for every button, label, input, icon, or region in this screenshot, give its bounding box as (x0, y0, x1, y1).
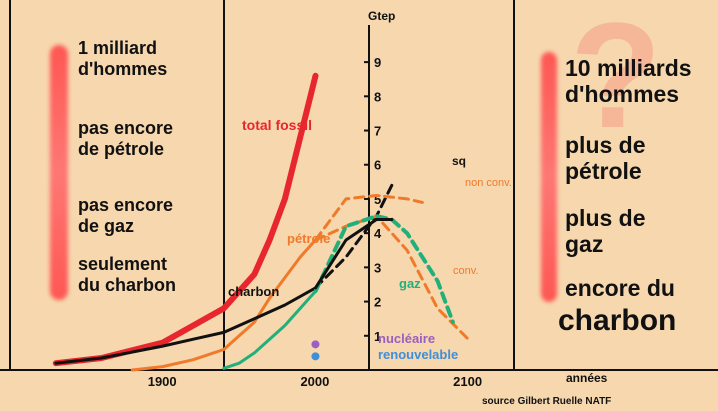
gaz-label: gaz (399, 276, 421, 291)
series-conv- (314, 214, 470, 341)
x-axis-label: années (566, 371, 608, 385)
left-line: 1 milliard (78, 38, 158, 58)
y-tick-label: 5 (374, 192, 381, 207)
series-non-conv- (314, 194, 424, 242)
left-line: pas encore (78, 118, 174, 138)
series-gaz (222, 289, 317, 370)
left-line: d'hommes (78, 58, 168, 79)
total-fossil-label: total fossil (242, 117, 312, 133)
y-tick-label: 4 (374, 226, 382, 241)
right-line: plus de (565, 132, 646, 158)
y-tick-label: 2 (374, 295, 381, 310)
series-total-fossil (52, 72, 319, 367)
series-charbon (54, 286, 317, 365)
point-nucleaire (311, 340, 320, 349)
x-tick-label: 2000 (300, 374, 329, 389)
right-text-4: encore du (565, 275, 675, 301)
non-conv-label: non conv. (465, 177, 512, 189)
left-line: de gaz (78, 215, 135, 236)
point-renouvelable (311, 352, 320, 361)
left-line: de pétrole (78, 138, 165, 159)
petrole-label: pétrole (287, 231, 330, 246)
charbon-label: charbon (228, 284, 279, 299)
right-text-3: plus de gaz (565, 205, 646, 258)
left-text-1: 1 milliard d'hommes (78, 38, 167, 79)
y-tick-label: 7 (374, 124, 381, 139)
series-charbon-projection- (314, 218, 394, 290)
nucleaire-label: nucléaire (378, 331, 435, 346)
y-tick-label: 8 (374, 89, 381, 104)
left-line: seulement (78, 254, 168, 274)
right-line: d'hommes (565, 81, 680, 108)
right-text-2: plus de pétrole (565, 132, 646, 185)
left-line: pas encore (78, 195, 174, 215)
series-sq (314, 183, 394, 290)
sq-label: sq (452, 154, 466, 168)
left-text-3: pas encore de gaz (78, 195, 173, 236)
left-text-2: pas encore de pétrole (78, 118, 173, 159)
right-line: encore du (565, 275, 675, 301)
y-tick-label: 9 (374, 55, 381, 70)
right-line: plus de (565, 205, 646, 231)
x-tick-label: 2100 (453, 374, 482, 389)
x-tick-label: 1900 (148, 374, 177, 389)
conv-label: conv. (453, 265, 478, 277)
source-text: source Gilbert Ruelle NATF (482, 396, 611, 407)
y-tick-label: 6 (374, 158, 381, 173)
series-p-trole (130, 238, 317, 372)
y-axis-label: Gtep (368, 9, 395, 23)
left-text-4: seulement du charbon (78, 254, 176, 295)
right-text-1: 10 milliards d'hommes (565, 55, 692, 108)
y-tick-label: 3 (374, 260, 381, 275)
question-mark: ? (570, 0, 662, 159)
right-red-bar (541, 52, 557, 302)
right-line: gaz (565, 231, 604, 258)
right-line: 10 milliards (565, 55, 692, 81)
right-line: pétrole (565, 158, 642, 185)
left-red-bar (50, 45, 68, 300)
left-line: du charbon (78, 274, 176, 295)
renouvelable-label: renouvelable (378, 347, 458, 362)
y-tick-label: 1 (374, 329, 381, 344)
right-big-word: charbon (558, 304, 677, 337)
